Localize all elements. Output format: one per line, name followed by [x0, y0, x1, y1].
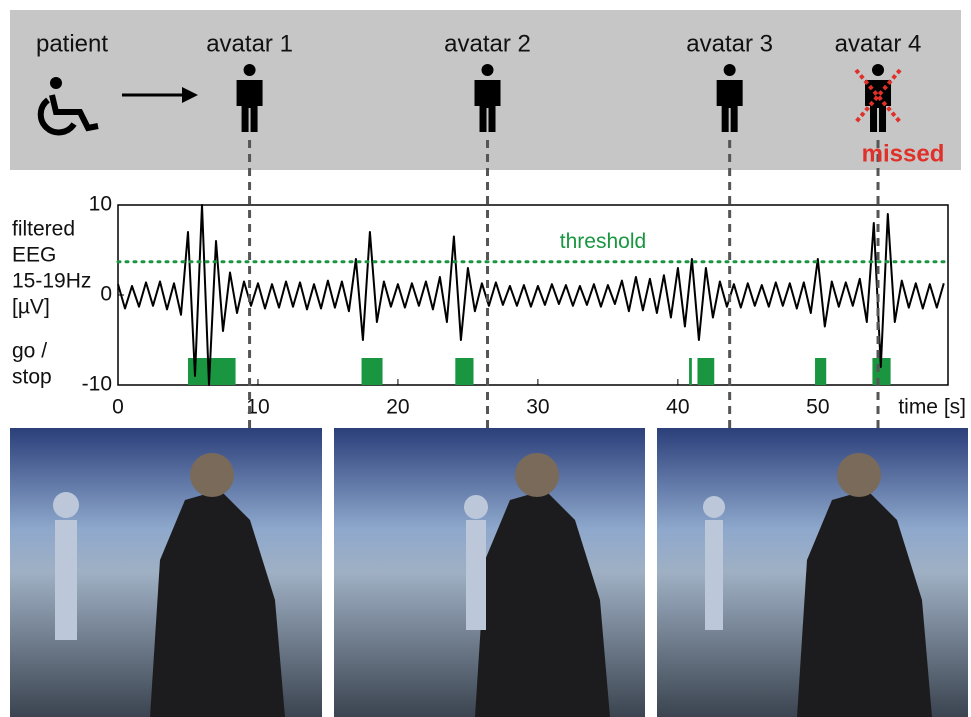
x-tick-label: 30	[526, 396, 549, 419]
person-head	[481, 64, 494, 76]
missed-label: missed	[862, 140, 945, 167]
wheelchair-icon	[37, 77, 99, 136]
x-tick-label: 50	[806, 396, 829, 419]
go-stop-label: go /	[12, 340, 47, 363]
person-body	[716, 80, 743, 132]
go-stop-label: stop	[12, 366, 52, 389]
missed-cross	[854, 68, 902, 124]
threshold-label: threshold	[560, 230, 646, 253]
y-axis-label: EEG	[12, 244, 56, 267]
go-stop-bar	[815, 358, 827, 385]
go-stop-bar	[361, 358, 383, 385]
person-icon	[236, 64, 263, 132]
y-axis-label: 15-19Hz	[12, 270, 91, 293]
y-tick-label: 10	[89, 193, 112, 216]
person-body	[865, 80, 892, 132]
x-tick-label: 10	[246, 396, 269, 419]
person-head	[723, 64, 736, 76]
x-axis-label: time [s]	[898, 396, 966, 419]
photo-panel	[10, 428, 968, 717]
y-axis-label: [µV]	[12, 296, 50, 319]
go-stop-bar	[689, 358, 692, 385]
person-icon	[865, 64, 892, 132]
x-tick-label: 40	[666, 396, 689, 419]
x-tick-label: 0	[112, 396, 124, 419]
avatar-label: avatar 2	[444, 30, 531, 57]
person-head	[243, 64, 256, 76]
y-tick-label: 0	[100, 283, 112, 306]
person-body	[474, 80, 501, 132]
avatar-label: avatar 1	[206, 30, 293, 57]
go-stop-bar	[455, 358, 474, 385]
patient-label: patient	[36, 30, 108, 57]
person-icon	[474, 64, 501, 132]
eeg-trace	[117, 204, 945, 386]
go-stop-bar	[697, 358, 715, 385]
avatar-label: avatar 3	[686, 30, 773, 57]
y-axis-label: filtered	[12, 218, 75, 241]
person-body	[236, 80, 263, 132]
person-head	[872, 64, 885, 76]
arrow	[122, 87, 198, 103]
y-tick-label: -10	[82, 373, 112, 396]
person-icon	[716, 64, 743, 132]
x-tick-label: 20	[386, 396, 409, 419]
avatar-label: avatar 4	[835, 30, 922, 57]
